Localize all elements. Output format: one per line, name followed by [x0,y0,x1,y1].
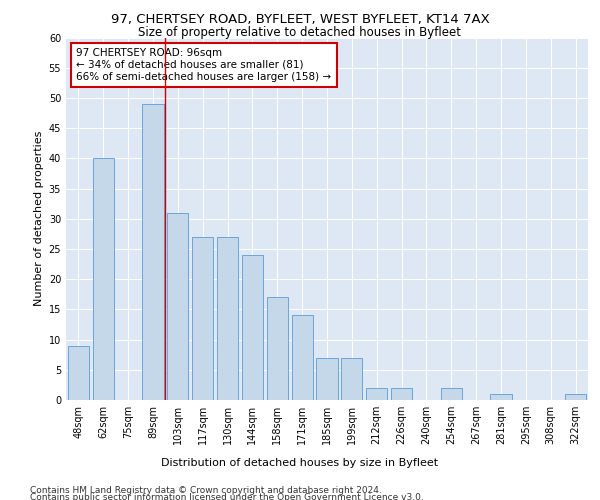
Text: Distribution of detached houses by size in Byfleet: Distribution of detached houses by size … [161,458,439,468]
Text: Contains HM Land Registry data © Crown copyright and database right 2024.: Contains HM Land Registry data © Crown c… [30,486,382,495]
Y-axis label: Number of detached properties: Number of detached properties [34,131,44,306]
Bar [341,358,362,400]
Text: Contains public sector information licensed under the Open Government Licence v3: Contains public sector information licen… [30,494,424,500]
Text: Size of property relative to detached houses in Byfleet: Size of property relative to detached ho… [139,26,461,39]
Bar [68,346,89,400]
Bar [366,388,387,400]
Bar [242,255,263,400]
Bar [441,388,462,400]
Bar [292,316,313,400]
Bar [316,358,338,400]
Text: 97, CHERTSEY ROAD, BYFLEET, WEST BYFLEET, KT14 7AX: 97, CHERTSEY ROAD, BYFLEET, WEST BYFLEET… [110,12,490,26]
Bar [167,212,188,400]
Bar [217,237,238,400]
Bar [267,298,288,400]
Text: 97 CHERTSEY ROAD: 96sqm
← 34% of detached houses are smaller (81)
66% of semi-de: 97 CHERTSEY ROAD: 96sqm ← 34% of detache… [76,48,332,82]
Bar [142,104,164,400]
Bar [490,394,512,400]
Bar [391,388,412,400]
Bar [93,158,114,400]
Bar [565,394,586,400]
Bar [192,237,213,400]
